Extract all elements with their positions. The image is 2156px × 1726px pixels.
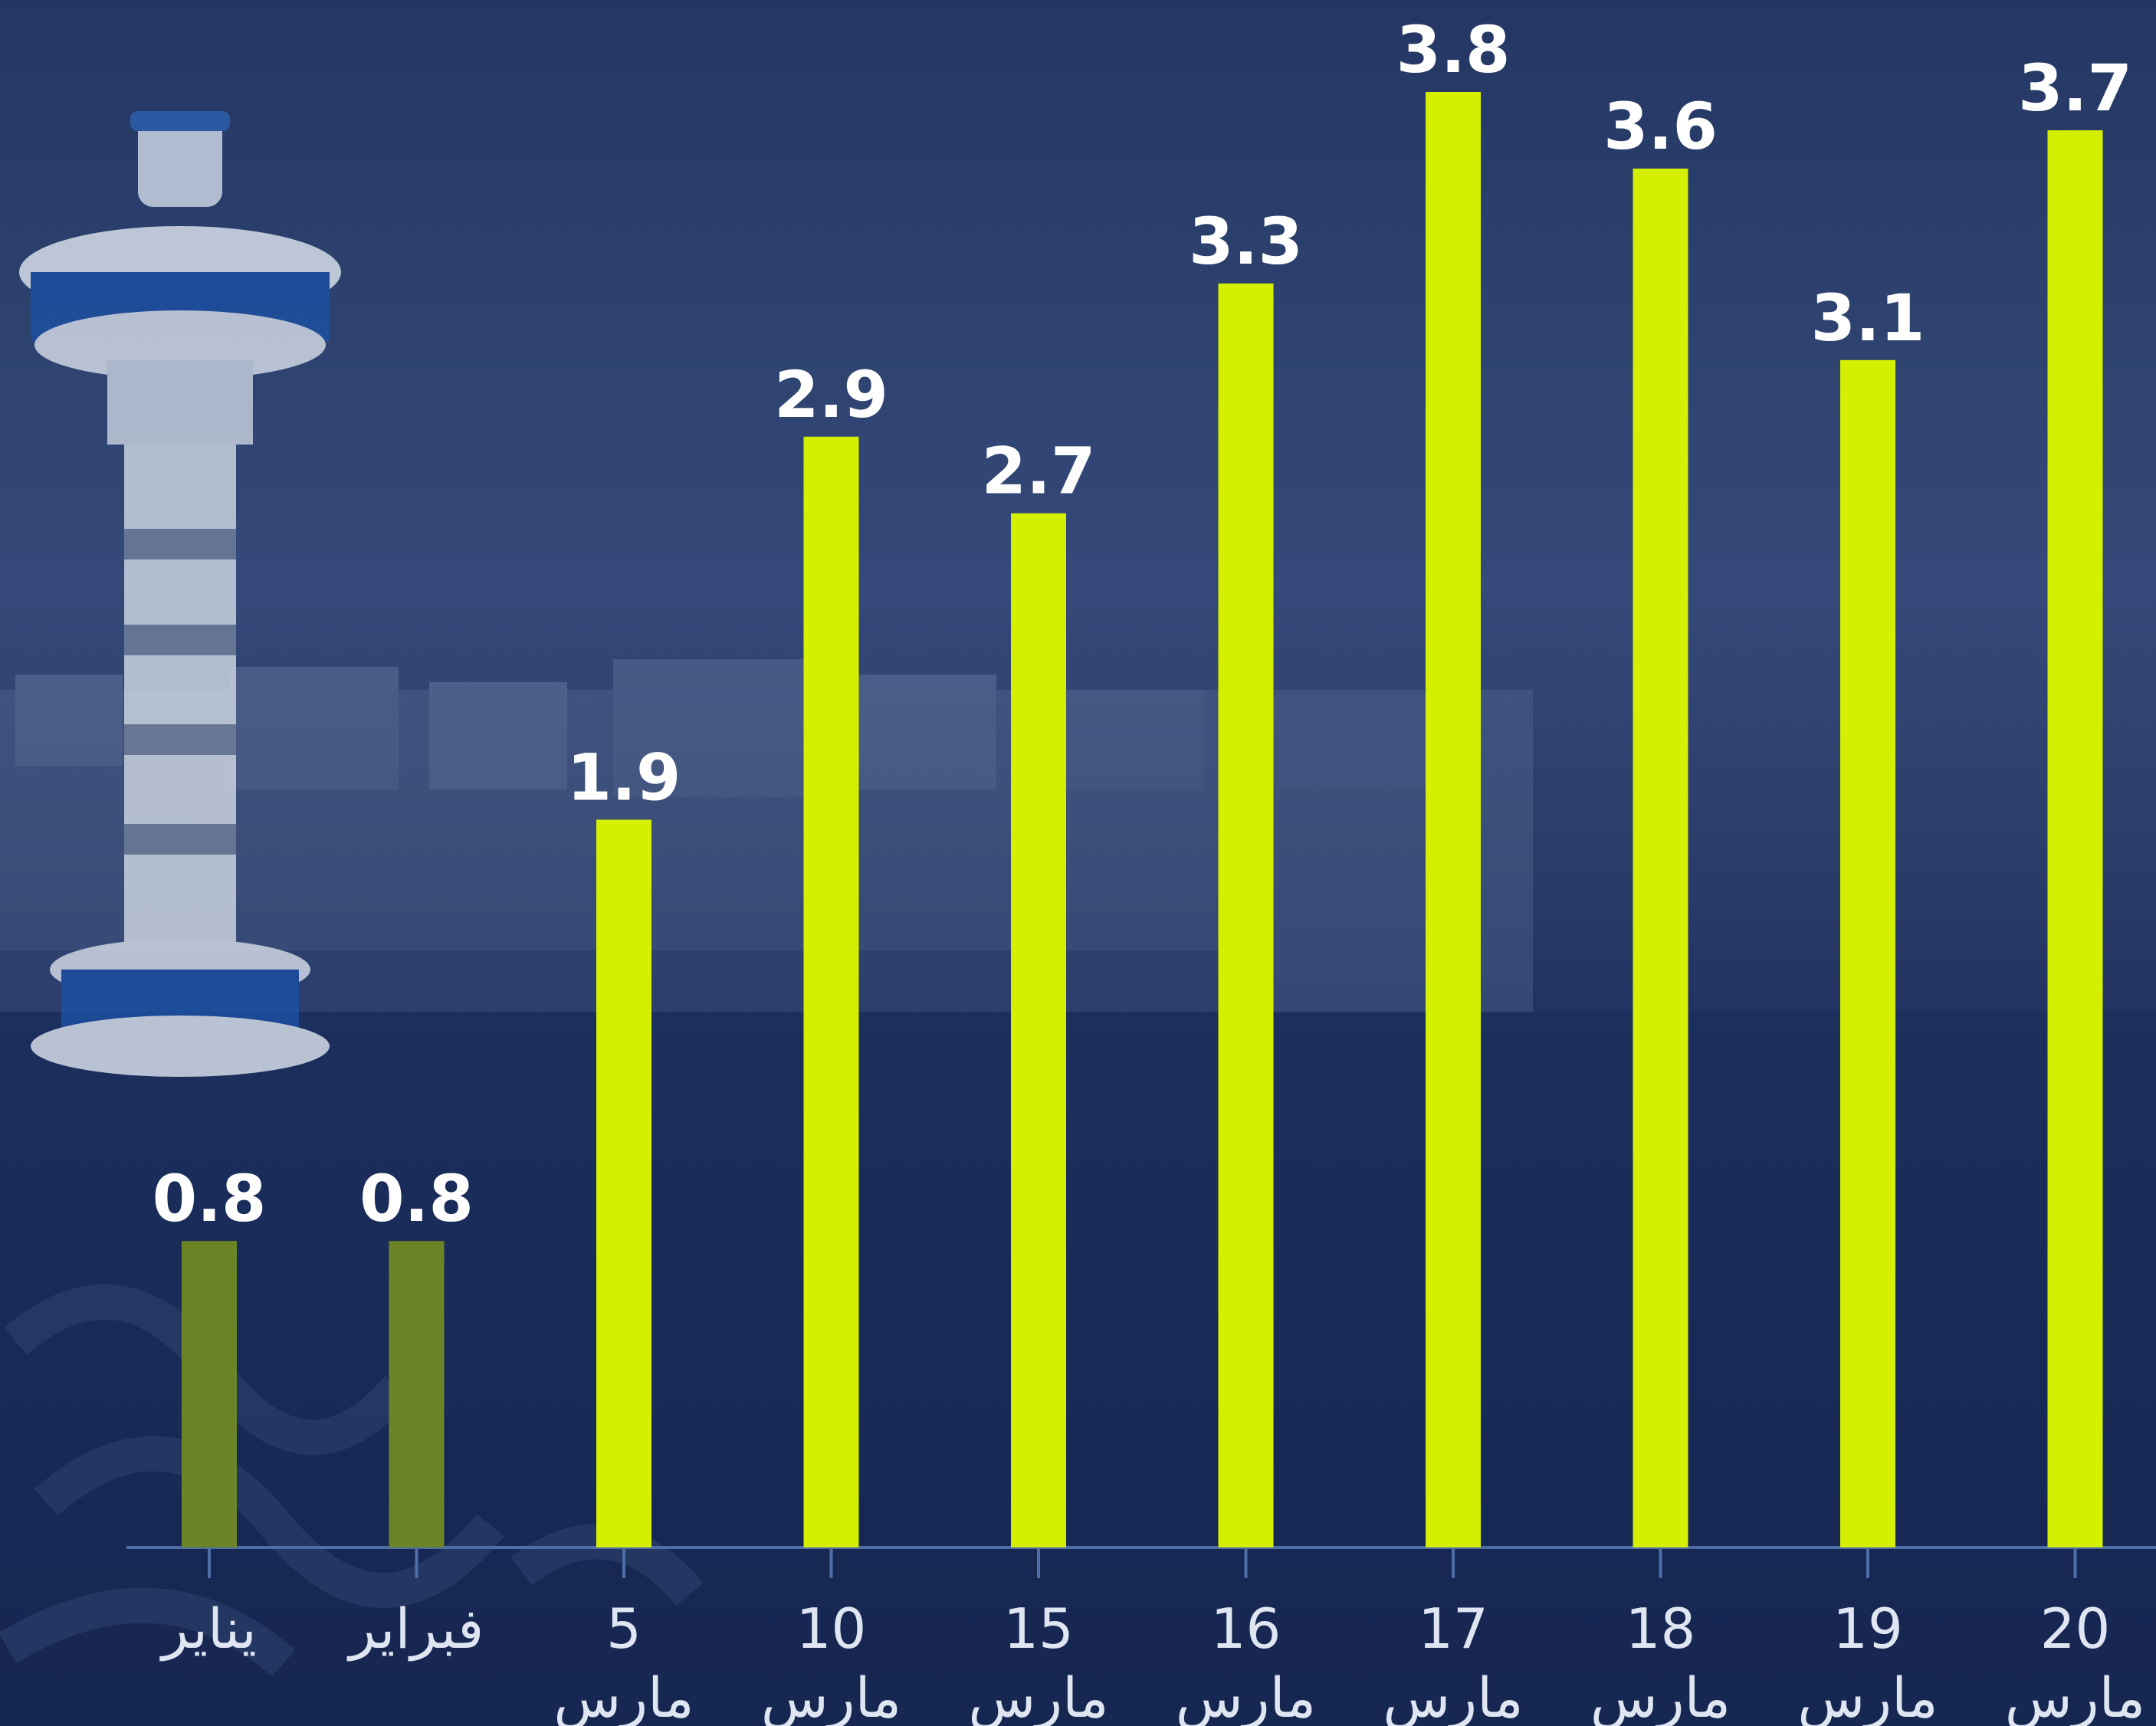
tower-icon [19, 111, 341, 1077]
value-label-7: 3.6 [1603, 89, 1718, 164]
bar-1 [389, 1241, 445, 1547]
value-label-6: 3.8 [1396, 12, 1511, 87]
calligraphy-decoration [0, 1284, 704, 1677]
value-label-8: 3.1 [1811, 281, 1925, 356]
value-label-3: 2.9 [774, 357, 888, 432]
bars-layer [182, 92, 2103, 1548]
value-label-4: 2.7 [982, 434, 1096, 509]
value-label-0: 0.8 [153, 1161, 267, 1236]
x-tick-label-6: 17 [1418, 1596, 1488, 1661]
bar-3 [803, 436, 859, 1547]
x-tick-label-9: 20 [2040, 1596, 2111, 1661]
bar-2 [596, 819, 651, 1547]
x-tick-sublabel-3: مارس [761, 1665, 901, 1726]
x-tick-label-7: 18 [1626, 1596, 1696, 1661]
value-label-9: 3.7 [2018, 51, 2132, 126]
x-tick-label-4: 15 [1003, 1596, 1074, 1661]
x-tick-label-3: 10 [796, 1596, 867, 1661]
x-tick-sublabel-4: مارس [968, 1665, 1108, 1726]
x-tick-sublabel-8: مارس [1797, 1665, 1938, 1726]
x-tick-label-0: يناير [159, 1596, 256, 1662]
x-tick-sublabel-9: مارس [2005, 1665, 2145, 1726]
x-tick-sublabel-5: مارس [1176, 1665, 1316, 1726]
water [0, 1012, 2156, 1726]
value-labels-layer: 0.8 0.8 1.9 2.9 2.7 3.3 3.8 3.6 3.1 3.7 [153, 12, 2132, 1236]
x-tick-labels-layer: يناير فبراير 5مارس10مارس15مارس16مارس17مارس… [159, 1596, 2145, 1726]
ticks-layer [208, 1547, 2077, 1578]
bar-8 [1840, 359, 1895, 1547]
x-tick-label-5: 16 [1211, 1596, 1281, 1661]
bar-4 [1011, 513, 1066, 1548]
bar-7 [1633, 168, 1688, 1547]
bar-0 [182, 1241, 237, 1547]
value-label-1: 0.8 [359, 1161, 474, 1236]
value-label-5: 3.3 [1189, 204, 1303, 279]
bar-6 [1426, 92, 1481, 1547]
value-label-2: 1.9 [567, 740, 681, 815]
x-tick-sublabel-7: مارس [1590, 1665, 1731, 1726]
x-tick-sublabel-2: مارس [553, 1665, 694, 1726]
x-tick-label-2: 5 [606, 1596, 642, 1661]
x-tick-sublabel-6: مارس [1383, 1665, 1523, 1726]
x-tick-label-8: 19 [1833, 1596, 1903, 1661]
bar-9 [2047, 130, 2103, 1548]
x-tick-label-1: فبراير [347, 1596, 484, 1662]
bar-5 [1218, 283, 1274, 1547]
